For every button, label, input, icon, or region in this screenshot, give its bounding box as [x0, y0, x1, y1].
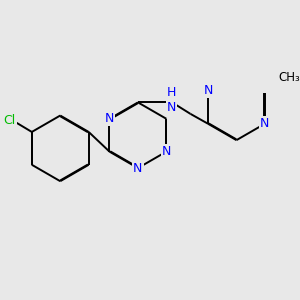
Text: N: N — [133, 162, 142, 175]
Text: N: N — [203, 84, 213, 98]
Text: N: N — [162, 145, 171, 158]
Text: Cl: Cl — [3, 114, 16, 127]
Text: N: N — [260, 117, 270, 130]
Text: H
N: H N — [167, 86, 176, 114]
Text: N: N — [105, 112, 114, 125]
Text: CH₃: CH₃ — [278, 71, 300, 84]
